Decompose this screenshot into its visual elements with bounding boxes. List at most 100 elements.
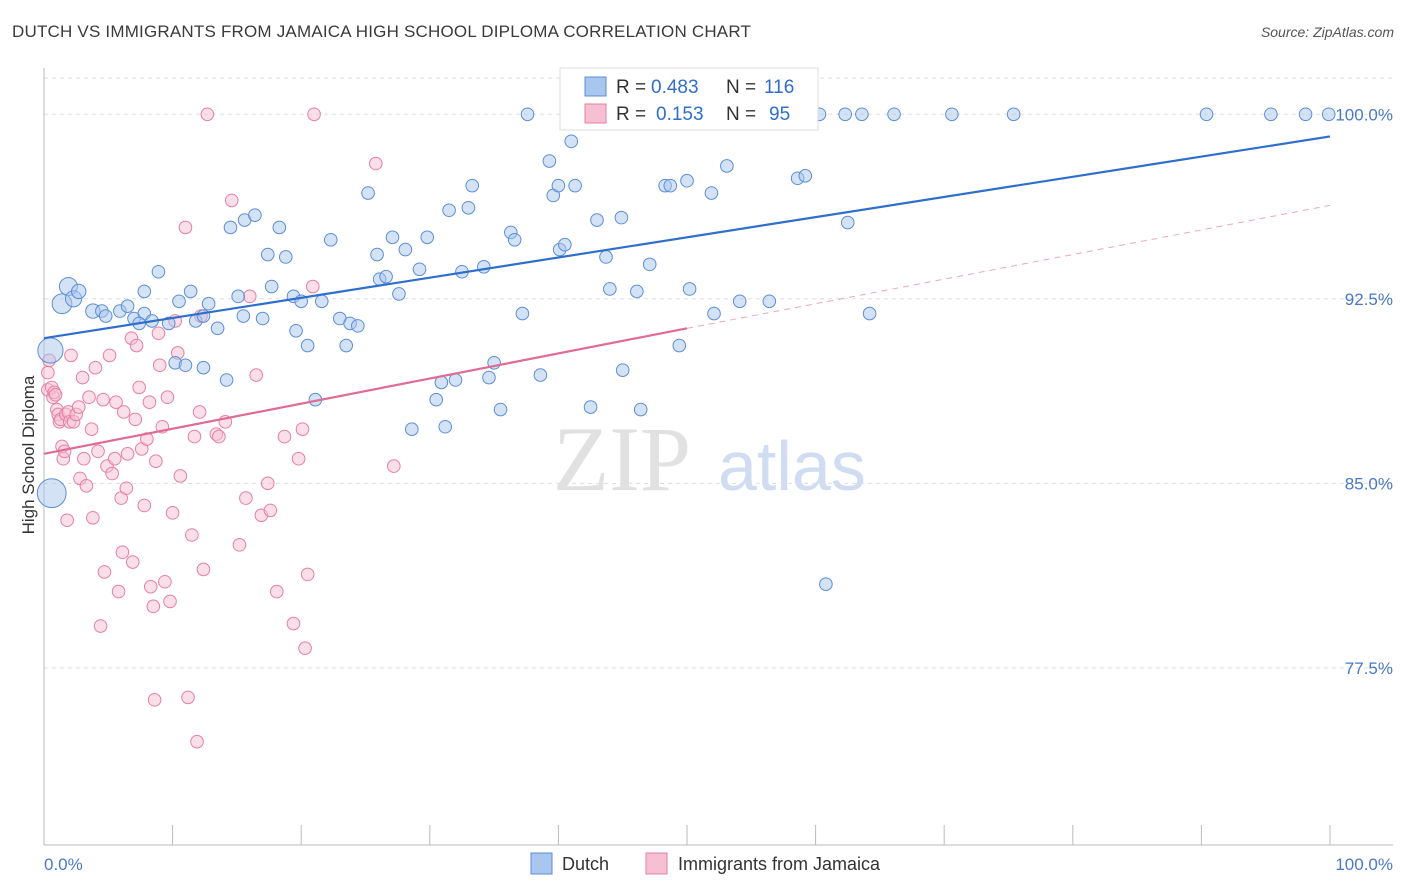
jamaica-point xyxy=(300,567,315,582)
dutch-point xyxy=(323,232,338,247)
dutch-point xyxy=(493,402,508,417)
jamaica-point xyxy=(160,390,175,405)
jamaica-point xyxy=(91,444,105,459)
legend-n-label-jamaica: N = xyxy=(726,104,756,125)
dutch-point xyxy=(720,159,734,173)
jamaica-point xyxy=(60,513,74,528)
dutch-point xyxy=(680,173,694,188)
jamaica-point xyxy=(125,555,140,569)
jamaica-point xyxy=(129,338,144,353)
dutch-point xyxy=(762,294,777,309)
jamaica-point xyxy=(386,459,401,473)
dutch-point xyxy=(231,289,245,304)
dutch-point xyxy=(137,284,152,299)
jamaica-point xyxy=(64,348,78,363)
jamaica-point xyxy=(291,451,306,466)
dutch-point xyxy=(314,294,329,309)
jamaica-point xyxy=(75,370,90,385)
dutch-point xyxy=(37,337,64,364)
jamaica-point xyxy=(242,289,257,304)
dutch-point xyxy=(583,400,598,414)
dutch-point xyxy=(887,107,901,122)
dutch-point xyxy=(429,392,444,407)
jamaica-point xyxy=(263,503,278,518)
dutch-point xyxy=(840,215,855,230)
dutch-point xyxy=(255,311,270,326)
jamaica-point xyxy=(224,193,239,208)
dutch-point xyxy=(236,309,251,323)
legend-n-label-dutch: N = xyxy=(726,77,756,98)
y-tick-labels: 100.0% 92.5% 85.0% 77.5% xyxy=(1335,105,1393,678)
legend-n-value-jamaica: 95 xyxy=(769,104,790,125)
jamaica-point xyxy=(41,365,55,380)
jamaica-point xyxy=(295,422,310,437)
dutch-point xyxy=(542,154,557,168)
jamaica-point xyxy=(187,429,202,444)
legend-r-value-jamaica: 0.153 xyxy=(656,104,704,125)
jamaica-point xyxy=(147,693,162,707)
dutch-point xyxy=(98,309,113,323)
axes xyxy=(43,68,1393,846)
jamaica-point xyxy=(84,422,99,437)
y-tick-label: 77.5% xyxy=(1345,659,1393,678)
dutch-point xyxy=(1006,107,1021,122)
jamaica-point xyxy=(142,395,157,409)
dutch-point xyxy=(260,247,275,262)
jamaica-point xyxy=(368,156,383,171)
dutch-point xyxy=(223,220,238,235)
jamaica-trend-line xyxy=(43,327,688,455)
y-tick-label: 100.0% xyxy=(1335,105,1393,124)
bottom-legend-swatch-jamaica xyxy=(645,852,668,875)
jamaica-point xyxy=(105,466,119,481)
dutch-point xyxy=(704,186,719,200)
dutch-point xyxy=(201,296,216,311)
dutch-point xyxy=(599,250,613,264)
jamaica-point xyxy=(232,538,247,552)
dutch-point xyxy=(210,321,225,336)
stats-legend: R = 0.483 N = 116 R = 0.153 N = 95 xyxy=(559,67,819,131)
jamaica-point xyxy=(111,584,126,599)
grid-lines xyxy=(44,77,1393,669)
dutch-point xyxy=(404,422,419,437)
dutch-point xyxy=(438,419,453,434)
source-label: Source: ZipAtlas.com xyxy=(1260,24,1394,40)
jamaica-point xyxy=(181,690,195,705)
dutch-point xyxy=(633,402,648,417)
jamaica-trend-extension xyxy=(686,204,1331,329)
jamaica-point xyxy=(96,392,110,407)
dutch-point xyxy=(515,306,530,321)
dutch-trend-line xyxy=(43,135,1331,340)
dutch-point xyxy=(385,230,400,245)
legend-n-value-dutch: 116 xyxy=(764,77,794,98)
dutch-point xyxy=(370,247,384,262)
jamaica-point xyxy=(102,348,117,363)
legend-swatch-dutch xyxy=(584,76,607,97)
jamaica-point xyxy=(269,584,284,599)
dutch-point xyxy=(178,358,193,373)
dutch-point xyxy=(289,323,303,338)
trend-lines xyxy=(43,135,1331,455)
dutch-point xyxy=(798,168,813,183)
jamaica-point xyxy=(107,451,122,466)
bottom-legend-swatch-dutch xyxy=(530,852,553,875)
jamaica-point xyxy=(151,326,166,341)
dutch-point xyxy=(196,360,211,375)
dutch-point xyxy=(551,178,566,193)
dutch-point xyxy=(151,264,166,279)
y-axis-label: High School Diploma xyxy=(19,375,38,534)
legend-r-value-dutch: 0.483 xyxy=(651,77,699,98)
jamaica-point xyxy=(93,619,108,633)
jamaica-point xyxy=(109,395,123,409)
dutch-point xyxy=(564,134,579,149)
jamaica-point xyxy=(212,429,226,444)
dutch-point xyxy=(945,107,959,122)
jamaica-point xyxy=(249,368,263,382)
jamaica-point xyxy=(173,469,188,483)
dutch-point xyxy=(161,316,176,331)
dutch-point xyxy=(392,287,406,301)
dutch-point xyxy=(568,178,582,193)
jamaica-point xyxy=(71,400,86,414)
dutch-point xyxy=(183,284,198,299)
jamaica-point xyxy=(298,641,312,655)
dutch-point xyxy=(278,250,293,264)
